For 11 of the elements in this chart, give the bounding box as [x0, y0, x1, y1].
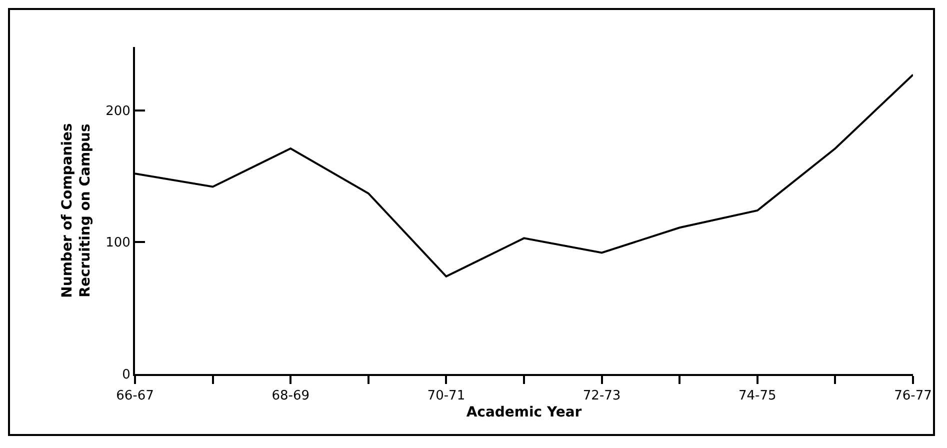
x-tick-label: 74-75 [738, 388, 776, 404]
x-axis-title: Academic Year [466, 404, 582, 420]
y-axis-title: Number of Companies Recruiting on Campus [59, 123, 94, 298]
y-tick-label: 0 [122, 368, 130, 383]
x-tick-label: 68-69 [272, 388, 310, 404]
y-tick-label: 100 [106, 236, 130, 251]
x-tick-label: 66-67 [116, 388, 154, 404]
x-tick-label: 72-73 [582, 388, 621, 404]
x-tick-label: 70-71 [427, 388, 466, 404]
x-tick-label: 76-77 [894, 388, 932, 404]
y-tick-label: 200 [106, 104, 130, 119]
